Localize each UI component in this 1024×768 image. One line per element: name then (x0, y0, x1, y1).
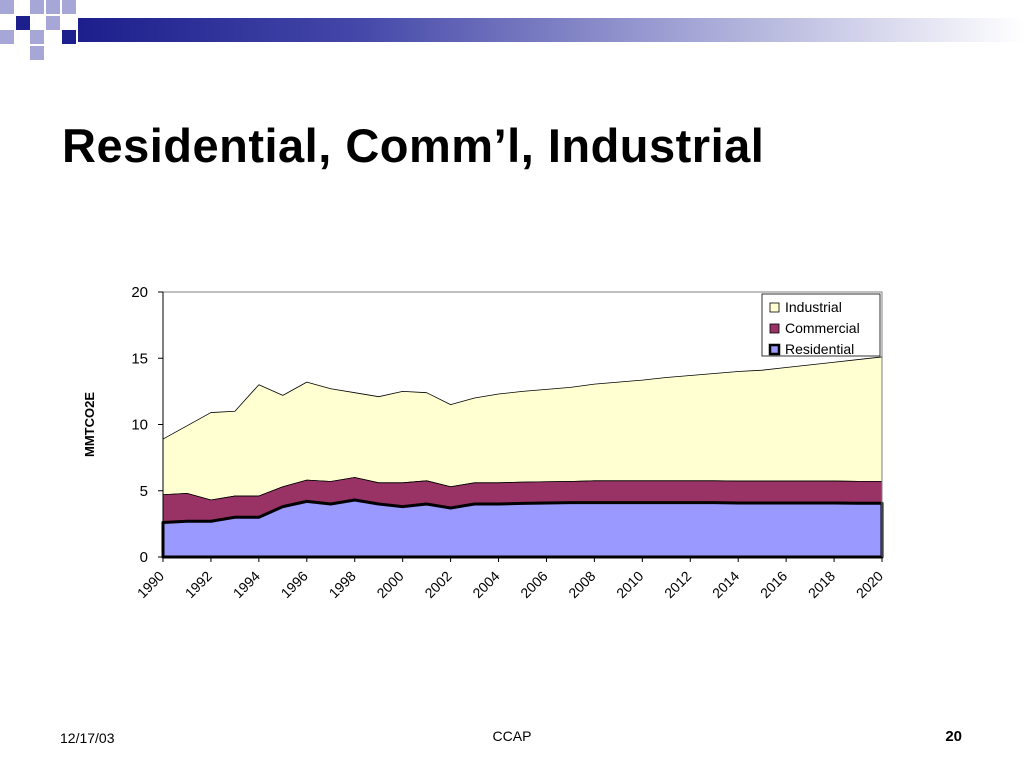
deco-square (0, 30, 14, 44)
footer-date: 12/17/03 (60, 730, 115, 746)
legend-swatch-commercial (769, 323, 780, 334)
x-tick-label: 2002 (421, 568, 454, 601)
y-axis-label: MMTCO2E (82, 392, 97, 457)
deco-square (0, 0, 14, 14)
legend-label-commercial: Commercial (785, 320, 860, 336)
deco-square (62, 0, 76, 14)
y-tick-label: 20 (131, 284, 148, 301)
legend-swatch-industrial (769, 302, 780, 313)
legend-swatch-residential (768, 343, 781, 356)
y-tick-label: 0 (140, 549, 148, 566)
legend-label-residential: Residential (785, 341, 854, 357)
x-tick-label: 2020 (853, 568, 886, 601)
deco-square (62, 30, 76, 44)
corner-decoration (0, 0, 76, 60)
deco-square (46, 0, 60, 14)
slide-title: Residential, Comm’l, Industrial (62, 119, 765, 172)
x-tick-label: 2004 (469, 568, 502, 601)
deco-square (16, 16, 30, 30)
x-tick-label: 2008 (565, 568, 598, 601)
x-tick-label: 2014 (709, 568, 742, 601)
deco-square (46, 16, 60, 30)
x-tick-label: 1990 (134, 568, 167, 601)
title-bar-gradient (78, 18, 1024, 42)
x-tick-label: 2000 (373, 568, 406, 601)
x-tick-label: 2016 (757, 568, 790, 601)
deco-square (30, 0, 44, 14)
x-tick-label: 2006 (517, 568, 550, 601)
x-tick-label: 1996 (278, 568, 311, 601)
x-tick-label: 2010 (613, 568, 646, 601)
x-tick-label: 2018 (805, 568, 838, 601)
footer-organization: CCAP (492, 728, 532, 744)
y-tick-label: 5 (140, 483, 148, 500)
deco-square (30, 30, 44, 44)
legend-label-industrial: Industrial (785, 299, 842, 315)
x-tick-label: 2012 (661, 568, 694, 601)
y-tick-label: 10 (131, 417, 148, 434)
legend-box (761, 293, 881, 357)
x-tick-label: 1994 (230, 568, 263, 601)
x-tick-label: 1998 (326, 568, 359, 601)
y-tick-label: 15 (131, 350, 148, 367)
deco-square (30, 46, 44, 60)
x-tick-label: 1992 (182, 568, 215, 601)
slide-page-number: 20 (945, 728, 962, 745)
